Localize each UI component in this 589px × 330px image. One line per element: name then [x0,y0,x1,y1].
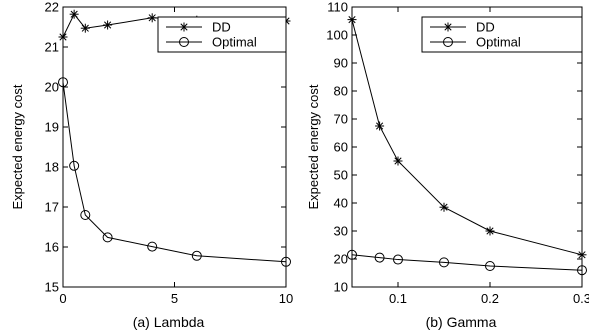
data-point-dd [439,202,449,212]
y-tick-label: 110 [327,0,348,15]
legend-marker-dd [179,22,189,32]
series-line-optimal [62,82,287,263]
y-tick-label: 22 [45,0,59,15]
data-point-optimal [347,249,357,260]
data-point-dd [485,226,495,236]
data-point-optimal [69,160,80,171]
y-tick-label: 50 [334,168,348,183]
data-point-optimal [58,77,68,88]
legend-marker-optimal [443,37,453,47]
x-tick-label: 5 [171,291,178,306]
data-point-optimal [374,252,385,263]
legend-label-dd: DD [212,20,231,35]
x-tick-label: 10 [279,291,293,306]
y-tick-label: 21 [45,40,59,55]
y-tick-label: 19 [45,120,59,135]
series-optimal [58,77,291,267]
y-tick-label: 20 [45,80,59,95]
data-point-optimal [102,232,113,243]
y-tick-label: 16 [45,240,59,255]
y-axis-label: Expected energy cost [306,84,321,209]
data-point-dd [147,13,157,23]
x-tick-label: 0.2 [481,291,499,306]
y-tick-label: 20 [334,252,348,267]
x-tick-label: 0.1 [389,291,407,306]
chart-caption: (a) Lambda [133,314,205,330]
y-axis-label: Expected energy cost [10,84,25,209]
data-point-optimal [393,254,403,265]
series-line-dd [351,19,583,256]
data-point-optimal [147,241,158,252]
y-tick-label: 40 [334,196,348,211]
series-dd [347,15,587,260]
y-tick-label: 80 [334,84,348,99]
x-tick-label: 0 [59,291,66,306]
data-point-dd [69,9,79,19]
data-point-optimal [577,265,587,276]
chart-lambda: 15 16 17 18 19 20 21 22 0 5 10 Expected energy cost… [10,0,293,330]
data-point-dd [80,23,90,33]
data-point-dd [103,20,113,30]
y-tick-label: 30 [334,224,348,239]
data-point-dd [58,32,68,42]
y-tick-label: 70 [334,112,348,127]
data-point-dd [393,156,403,166]
series-optimal [347,249,587,276]
legend-marker-dd [443,22,453,32]
y-tick-label: 15 [45,280,59,295]
chart-gamma: 10 20 30 40 50 60 70 80 90 100 110 0.1 0.2 0.3 Expecte… [306,0,589,330]
legend-label-optimal: Optimal [476,35,521,50]
series-line-optimal [351,254,583,271]
legend-box [157,16,287,53]
data-point-optimal [439,257,449,268]
data-point-optimal [80,210,91,220]
data-point-optimal [191,250,202,261]
data-point-dd [577,250,587,260]
legend-marker-optimal [179,37,189,47]
legend-label-dd: DD [476,20,495,35]
y-tick-label: 60 [334,140,348,155]
data-point-optimal [281,256,291,267]
y-tick-label: 17 [45,200,59,215]
x-tick-label: 0.3 [573,291,589,306]
data-point-optimal [485,261,495,271]
y-tick-label: 10 [334,280,348,295]
y-tick-label: 18 [45,160,59,175]
y-tick-label: 100 [326,28,348,43]
data-point-dd [347,15,357,25]
chart-caption: (b) Gamma [426,314,497,330]
data-point-dd [375,121,385,131]
legend-label-optimal: Optimal [212,35,257,50]
y-tick-label: 90 [334,56,348,71]
